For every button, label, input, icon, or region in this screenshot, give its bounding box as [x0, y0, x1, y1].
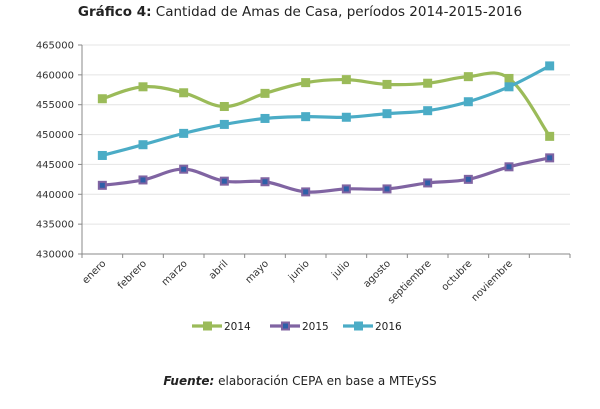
y-tick-label: 435000: [36, 220, 74, 231]
x-tick-label: noviembre: [470, 258, 516, 304]
y-tick-label: 440000: [36, 190, 74, 201]
legend-marker-inner-2015: [283, 323, 288, 329]
data-point-2016: [504, 82, 514, 92]
x-tick-label: abril: [207, 258, 230, 281]
legend-marker-2014: [203, 321, 212, 331]
data-point-inner-2015: [140, 177, 146, 183]
data-point-2016: [260, 113, 270, 123]
data-point-inner-2015: [547, 155, 553, 161]
data-point-inner-2015: [343, 186, 349, 192]
data-point-2014: [504, 73, 514, 83]
data-point-2014: [219, 102, 229, 112]
data-point-inner-2015: [425, 180, 431, 186]
x-tick-label: septiembre: [386, 258, 434, 306]
data-point-inner-2015: [181, 166, 187, 172]
data-point-2016: [219, 119, 229, 129]
data-point-inner-2015: [221, 178, 227, 184]
y-tick-label: 450000: [36, 130, 74, 141]
legend-label-2015: 2015: [302, 321, 329, 333]
data-point-2014: [423, 78, 433, 88]
data-point-2014: [341, 75, 351, 85]
y-tick-label: 445000: [36, 160, 74, 171]
data-point-inner-2015: [506, 164, 512, 170]
data-point-2014: [179, 88, 189, 98]
x-tick-label: julio: [329, 258, 352, 281]
data-point-2016: [545, 61, 555, 71]
x-tick-label: mayo: [244, 258, 272, 286]
x-tick-label: marzo: [160, 258, 190, 288]
series-line-2015: [102, 156, 551, 194]
chart-title: Gráfico 4: Cantidad de Amas de Casa, per…: [0, 4, 600, 20]
data-point-inner-2015: [303, 189, 309, 195]
data-point-2014: [97, 94, 107, 104]
y-tick-label: 455000: [36, 100, 74, 111]
x-tick-label: agosto: [361, 258, 393, 290]
chart-title-text: Cantidad de Amas de Casa, períodos 2014-…: [151, 4, 523, 20]
x-tick-label: enero: [80, 258, 108, 286]
data-point-2016: [382, 109, 392, 119]
data-point-2014: [301, 78, 311, 88]
y-tick-label: 430000: [36, 250, 74, 261]
data-point-2014: [382, 79, 392, 89]
data-point-2014: [463, 72, 473, 82]
chart-title-prefix: Gráfico 4:: [77, 4, 152, 20]
data-point-2016: [341, 112, 351, 122]
data-point-inner-2015: [465, 176, 471, 182]
data-point-inner-2015: [384, 186, 390, 192]
data-point-2016: [423, 106, 433, 116]
y-tick-label: 465000: [36, 41, 74, 52]
data-point-2014: [138, 82, 148, 92]
source-note: Fuente: elaboración CEPA en base a MTEyS…: [0, 374, 600, 388]
source-label: Fuente:: [163, 374, 215, 388]
x-tick-label: octubre: [440, 258, 475, 293]
y-tick-label: 460000: [36, 70, 74, 81]
data-point-inner-2015: [262, 179, 268, 185]
data-point-2016: [97, 150, 107, 160]
data-point-2016: [138, 140, 148, 150]
data-point-2016: [179, 128, 189, 138]
data-point-2014: [260, 88, 270, 98]
legend-label-2016: 2016: [375, 321, 402, 333]
x-tick-label: febrero: [116, 258, 149, 291]
data-point-2014: [545, 131, 555, 141]
data-point-2016: [301, 112, 311, 122]
source-text: elaboración CEPA en base a MTEySS: [214, 374, 437, 388]
x-tick-label: junio: [286, 258, 312, 284]
legend-label-2014: 2014: [224, 321, 251, 333]
data-point-inner-2015: [99, 182, 105, 188]
legend-marker-2016: [354, 321, 363, 331]
data-point-2016: [463, 97, 473, 107]
